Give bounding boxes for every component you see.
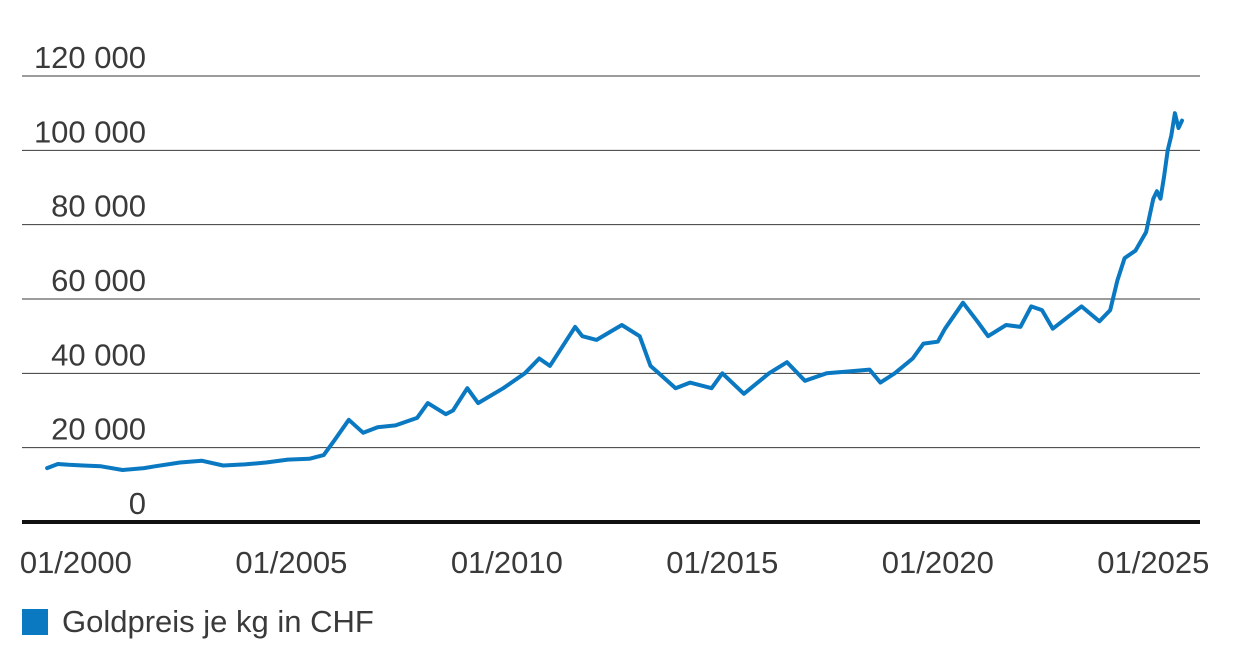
x-tick-label: 01/2010 bbox=[451, 545, 563, 580]
x-tick-label: 01/2005 bbox=[235, 545, 347, 580]
y-tick-label: 120 000 bbox=[34, 40, 146, 75]
x-axis-ticks: 01/2000 01/2005 01/2010 01/2015 01/2020 01/20… bbox=[20, 545, 1210, 580]
series-layer bbox=[45, 111, 1184, 472]
y-tick-label: 40 000 bbox=[51, 337, 146, 372]
legend-swatch bbox=[22, 609, 48, 635]
y-tick-label: 100 000 bbox=[34, 114, 146, 149]
y-tick-label: 60 000 bbox=[51, 263, 146, 298]
y-axis-ticks: 0 20 000 40 000 60 000 80 000 100 000 120 000 bbox=[34, 40, 146, 521]
y-tick-label: 20 000 bbox=[51, 412, 146, 447]
x-tick-label: 01/2015 bbox=[666, 545, 778, 580]
legend: Goldpreis je kg in CHF bbox=[22, 604, 374, 640]
series-line bbox=[45, 111, 1184, 472]
x-tick-label: 01/2000 bbox=[20, 545, 132, 580]
x-tick-label: 01/2025 bbox=[1097, 545, 1209, 580]
y-tick-label: 80 000 bbox=[51, 189, 146, 224]
x-tick-label: 01/2020 bbox=[882, 545, 994, 580]
y-tick-label: 0 bbox=[129, 486, 146, 521]
legend-label: Goldpreis je kg in CHF bbox=[62, 604, 374, 639]
gridlines bbox=[22, 75, 1200, 449]
